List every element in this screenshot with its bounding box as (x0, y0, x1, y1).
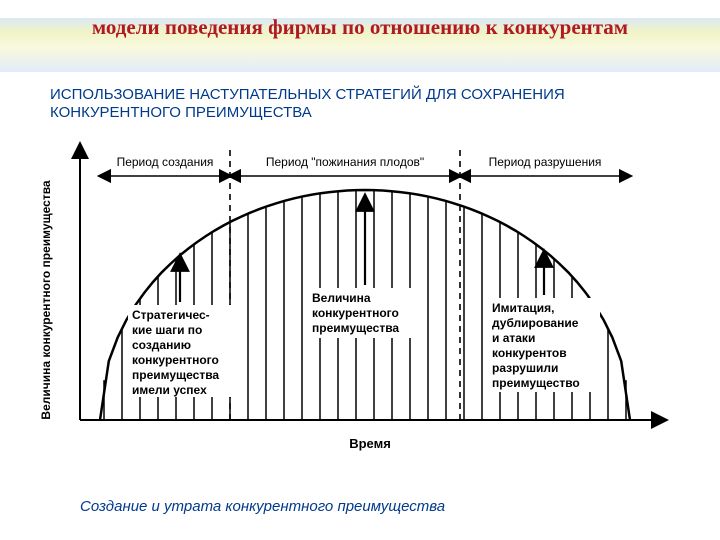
section-subtitle: ИСПОЛЬЗОВАНИЕ НАСТУПАТЕЛЬНЫХ СТРАТЕГИЙ Д… (50, 86, 670, 122)
y-axis-label: Величина конкурентного преимущества (39, 180, 53, 420)
annotation-text: имели успех (132, 383, 207, 397)
annotation-text: кие шаги по (132, 323, 202, 337)
annotation-text: преимущества (132, 368, 219, 382)
annotation-text: Стратегичес- (132, 308, 210, 322)
annotation-text: конкурентов (492, 346, 567, 360)
phase-label: Период создания (117, 155, 214, 169)
annotation-text: созданию (132, 338, 191, 352)
annotation-text: преимущества (312, 321, 399, 335)
annotation-text: преимущество (492, 376, 580, 390)
page-title: модели поведения фирмы по отношению к ко… (0, 14, 720, 40)
x-axis-label: Время (349, 436, 391, 451)
phase-label: Период разрушения (489, 155, 602, 169)
diagram-svg: Период создания Период "пожинания плодов"… (20, 130, 680, 480)
annotation-text: Величина (312, 291, 371, 305)
figure-caption: Создание и утрата конкурентного преимуще… (80, 498, 445, 515)
annotation-text: дублирование (492, 316, 579, 330)
annotation-text: конкурентного (132, 353, 219, 367)
annotation-text: и атаки (492, 331, 535, 345)
phase-label: Период "пожинания плодов" (266, 155, 424, 169)
competitive-advantage-diagram: Период создания Период "пожинания плодов"… (20, 130, 680, 480)
annotation-text: разрушили (492, 361, 558, 375)
annotation-text: Имитация, (492, 301, 555, 315)
annotation-text: конкурентного (312, 306, 399, 320)
